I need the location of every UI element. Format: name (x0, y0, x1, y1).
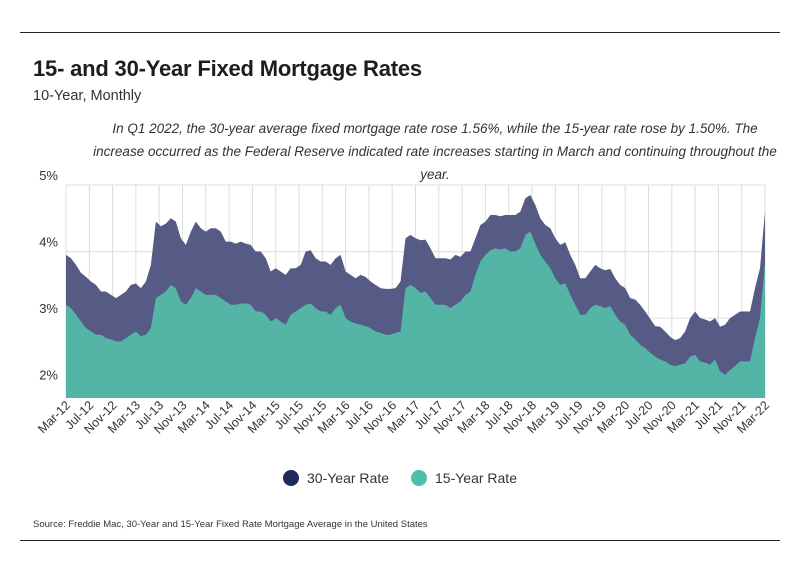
y-tick-label: 3% (39, 301, 58, 316)
top-rule (20, 32, 780, 33)
chart-subtitle: 10-Year, Monthly (33, 88, 142, 104)
legend-item-30-year[interactable]: 30-Year Rate (283, 470, 389, 486)
y-tick-label: 2% (39, 368, 58, 383)
y-tick-label: 5% (39, 168, 58, 183)
chart-title: 15- and 30-Year Fixed Mortgage Rates (33, 56, 422, 81)
y-axis: 5% 4% 3% 2% (39, 168, 58, 383)
legend-item-15-year[interactable]: 15-Year Rate (411, 470, 517, 486)
x-axis: Mar-12Jul-12Nov-12Mar-13Jul-13Nov-13Mar-… (35, 398, 772, 436)
area-15-year (66, 231, 765, 398)
source-note: Source: Freddie Mac, 30-Year and 15-Year… (33, 519, 428, 530)
chart-note: In Q1 2022, the 30-year average fixed mo… (93, 121, 777, 182)
legend-label-15-year: 15-Year Rate (435, 470, 517, 486)
legend-swatch-15-year (411, 470, 427, 486)
areas (66, 194, 765, 398)
bottom-rule (20, 540, 780, 541)
mortgage-rate-chart: 5% 4% 3% 2% Mar-12Jul-12Nov-12Mar-13Jul-13N… (35, 168, 772, 437)
y-tick-label: 4% (39, 235, 58, 250)
legend-swatch-30-year (283, 470, 300, 486)
legend: 30-Year Rate 15-Year Rate (0, 470, 800, 486)
legend-label-30-year: 30-Year Rate (307, 470, 389, 486)
